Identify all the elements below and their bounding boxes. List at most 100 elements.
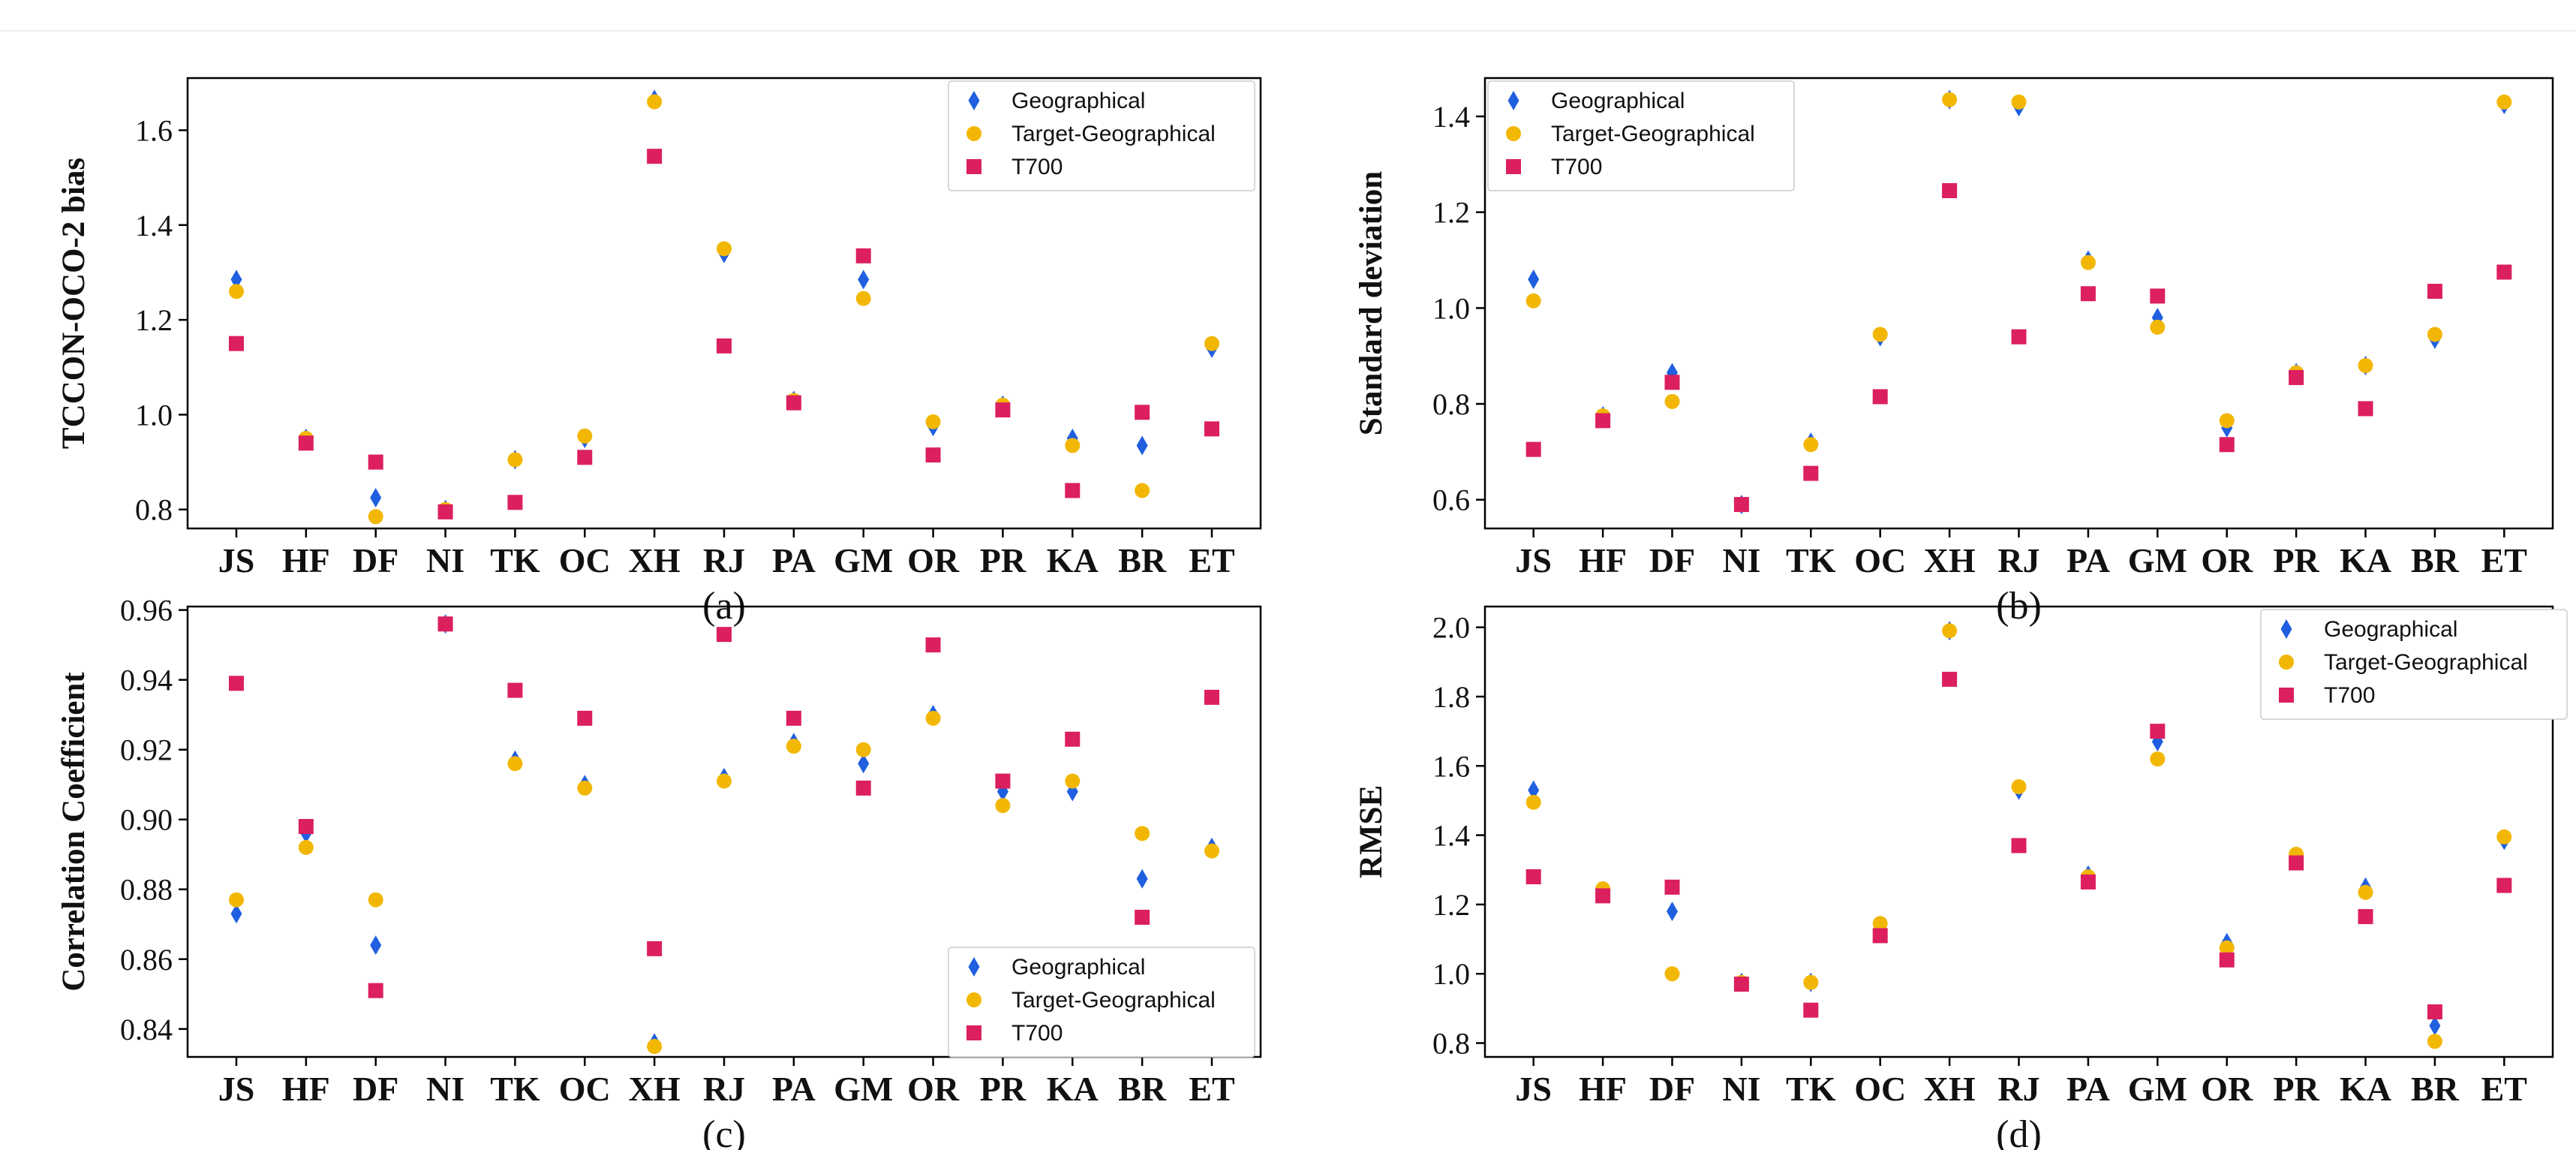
y-tick-label: 1.6: [135, 113, 173, 147]
x-tick-label: GM: [2128, 1070, 2187, 1108]
legend: Geographical Target-Geographical T700: [2260, 609, 2568, 720]
data-point-br: [1135, 826, 1150, 841]
x-tick-label: PR: [2273, 1070, 2319, 1108]
x-tick-label: RJ: [1997, 1070, 2039, 1108]
data-point-rj: [717, 627, 732, 643]
legend: Geographical Target-Geographical T700: [948, 80, 1255, 191]
data-point-or: [2219, 952, 2235, 968]
data-point-ka: [2358, 909, 2373, 925]
legend-label: T700: [1551, 155, 1602, 179]
y-tick-label: 0.6: [1432, 483, 1470, 517]
data-point-tk: [507, 682, 523, 698]
y-tick-label: 0.8: [1432, 1027, 1470, 1061]
data-point-df: [368, 509, 383, 525]
data-point-br: [2427, 1034, 2442, 1049]
data-point-rj: [717, 773, 732, 789]
x-tick-label: PA: [2067, 541, 2110, 580]
data-point-br: [1135, 483, 1150, 498]
y-tick-label: 1.6: [1432, 749, 1470, 783]
legend-label: Target-Geographical: [1551, 122, 1755, 146]
x-tick-label: PA: [772, 1070, 816, 1108]
y-tick-label: 0.92: [120, 733, 173, 767]
data-point-df: [370, 935, 382, 956]
legend-marker-circle: [2279, 655, 2294, 670]
x-tick-label: TK: [490, 1070, 540, 1108]
data-point-xh: [1942, 671, 1958, 687]
data-point-xh: [647, 149, 663, 164]
y-axis-label: TCCON-OCO-2 bias: [56, 158, 92, 449]
data-point-pr: [996, 781, 1008, 802]
data-point-ka: [2358, 357, 2373, 373]
x-tick-label: PA: [772, 541, 816, 580]
y-tick-label: 0.94: [120, 664, 173, 697]
y-tick-label: 1.4: [1432, 100, 1470, 134]
x-tick-label: XH: [1924, 541, 1976, 580]
data-point-js: [1525, 869, 1541, 884]
legend: Geographical Target-Geographical T700: [948, 947, 1255, 1058]
legend-marker-circle: [966, 126, 981, 141]
data-point-or: [925, 414, 941, 429]
legend-marker-square: [2279, 688, 2294, 703]
x-tick-label: PA: [2067, 1070, 2110, 1108]
data-point-br: [1136, 435, 1148, 456]
x-tick-label: OR: [907, 541, 960, 580]
chart-panel-d: 0.8 1.0 1.2 1.4 1.6 1.8 2.0 JS HF DF NI TK OC XH RJ PA G…: [1354, 605, 2568, 1150]
x-tick-label: OR: [2201, 1070, 2253, 1108]
legend-label: Geographical: [2324, 617, 2457, 642]
data-point-gm: [855, 291, 871, 306]
data-point-js: [1528, 780, 1540, 800]
legend-marker-square: [1506, 159, 1521, 174]
data-point-js: [230, 904, 242, 924]
data-point-br: [1136, 869, 1148, 889]
data-point-js: [229, 284, 244, 300]
data-point-tk: [507, 452, 523, 468]
data-point-br: [1135, 405, 1150, 420]
data-point-pa: [786, 395, 801, 411]
data-point-pr: [995, 773, 1011, 789]
data-point-ka: [2358, 884, 2373, 900]
data-point-pa: [786, 739, 801, 754]
x-tick-label: TK: [1786, 541, 1836, 580]
x-tick-label: DF: [353, 1070, 398, 1108]
legend-marker-diamond: [1507, 91, 1519, 110]
x-tick-label: RJ: [703, 1070, 745, 1108]
data-point-ni: [437, 616, 453, 632]
x-tick-label: BR: [2411, 541, 2460, 580]
data-point-df: [1664, 393, 1680, 409]
data-point-pr: [2289, 855, 2304, 871]
x-tick-label: BR: [1118, 1070, 1167, 1108]
legend-marker-square: [966, 159, 981, 174]
data-point-rj: [2011, 94, 2027, 110]
y-tick-label: 0.96: [120, 594, 173, 628]
data-point-xh: [1942, 92, 1958, 107]
legend-label: Geographical: [1011, 89, 1145, 113]
legend-label: Geographical: [1551, 89, 1685, 113]
x-tick-label: HF: [282, 541, 330, 580]
x-tick-label: PR: [980, 1070, 1026, 1108]
legend-marker-circle: [1506, 126, 1521, 141]
x-tick-label: BR: [1118, 541, 1167, 580]
data-point-et: [2496, 264, 2512, 280]
y-tick-label: 1.2: [1432, 888, 1470, 922]
data-point-ka: [1065, 773, 1081, 789]
data-point-rj: [717, 338, 732, 354]
data-point-gm: [2150, 288, 2166, 304]
data-point-hf: [298, 435, 314, 451]
x-tick-label: KA: [2340, 541, 2391, 580]
x-tick-label: PR: [980, 541, 1026, 580]
data-point-xh: [1942, 183, 1958, 198]
series-t700: [229, 149, 1219, 519]
series-t700: [229, 616, 1219, 998]
data-point-gm: [2150, 751, 2166, 767]
legend-label: T700: [2324, 683, 2375, 708]
data-point-hf: [1595, 413, 1611, 429]
data-point-gm: [2150, 724, 2166, 739]
legend-marker-diamond: [968, 957, 980, 977]
data-point-or: [925, 447, 941, 463]
data-point-et: [1204, 421, 1219, 437]
y-tick-label: 2.0: [1432, 611, 1470, 645]
data-point-gm: [858, 269, 870, 290]
x-tick-label: OC: [559, 541, 611, 580]
data-point-js: [1525, 794, 1541, 810]
data-point-xh: [1942, 623, 1958, 639]
